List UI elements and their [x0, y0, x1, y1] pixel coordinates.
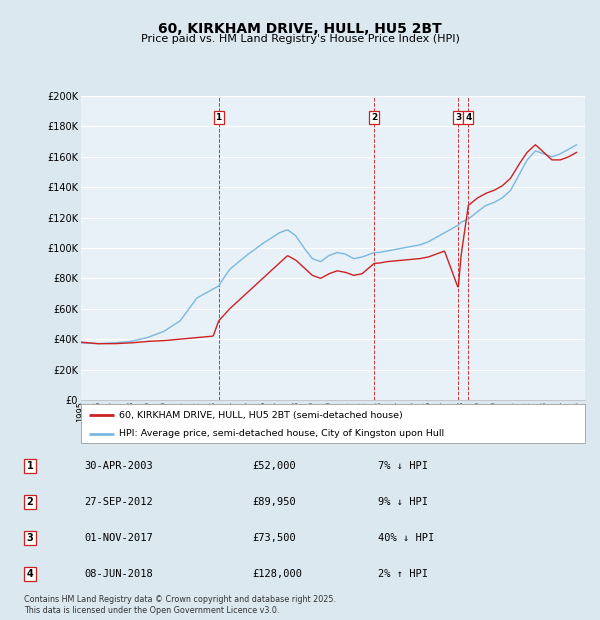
Text: 30-APR-2003: 30-APR-2003 [84, 461, 153, 471]
Text: £52,000: £52,000 [252, 461, 296, 471]
Text: 60, KIRKHAM DRIVE, HULL, HU5 2BT (semi-detached house): 60, KIRKHAM DRIVE, HULL, HU5 2BT (semi-d… [119, 410, 403, 420]
Text: 4: 4 [465, 113, 472, 122]
Text: 7% ↓ HPI: 7% ↓ HPI [378, 461, 428, 471]
Text: 01-NOV-2017: 01-NOV-2017 [84, 533, 153, 543]
Text: 08-JUN-2018: 08-JUN-2018 [84, 569, 153, 579]
Text: 9% ↓ HPI: 9% ↓ HPI [378, 497, 428, 507]
Text: 3: 3 [26, 533, 34, 543]
Text: 40% ↓ HPI: 40% ↓ HPI [378, 533, 434, 543]
Text: 3: 3 [455, 113, 461, 122]
Text: £128,000: £128,000 [252, 569, 302, 579]
Text: £89,950: £89,950 [252, 497, 296, 507]
Text: £73,500: £73,500 [252, 533, 296, 543]
Text: 2: 2 [371, 113, 377, 122]
Text: Contains HM Land Registry data © Crown copyright and database right 2025.
This d: Contains HM Land Registry data © Crown c… [24, 595, 336, 614]
Text: 2% ↑ HPI: 2% ↑ HPI [378, 569, 428, 579]
Text: Price paid vs. HM Land Registry's House Price Index (HPI): Price paid vs. HM Land Registry's House … [140, 34, 460, 44]
Text: 60, KIRKHAM DRIVE, HULL, HU5 2BT: 60, KIRKHAM DRIVE, HULL, HU5 2BT [158, 22, 442, 36]
Text: 1: 1 [26, 461, 34, 471]
Text: 4: 4 [26, 569, 34, 579]
Text: 27-SEP-2012: 27-SEP-2012 [84, 497, 153, 507]
Text: 1: 1 [215, 113, 222, 122]
Text: 2: 2 [26, 497, 34, 507]
Text: HPI: Average price, semi-detached house, City of Kingston upon Hull: HPI: Average price, semi-detached house,… [119, 429, 444, 438]
